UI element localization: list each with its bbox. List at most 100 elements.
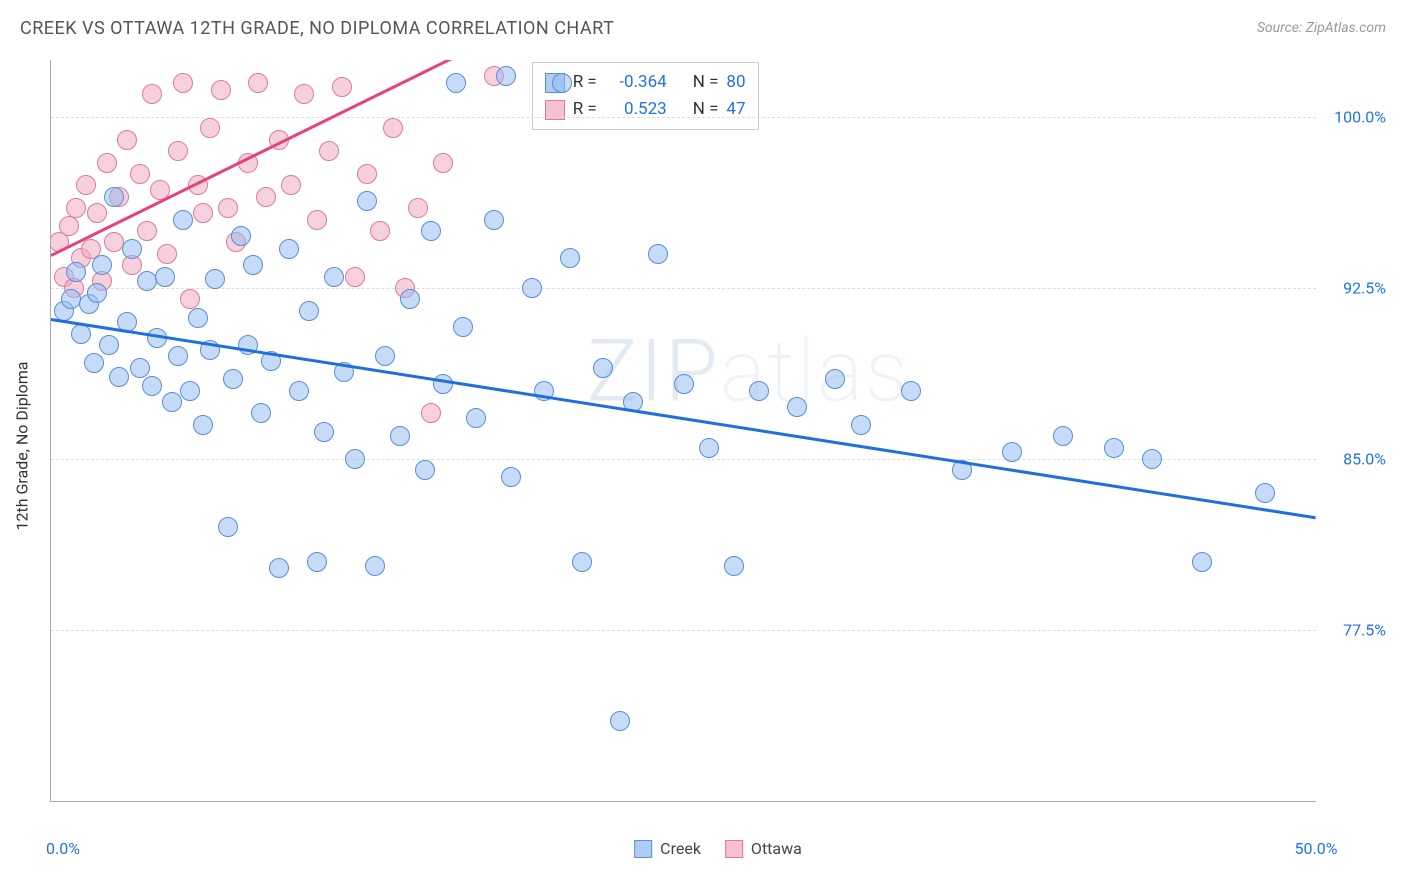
x-tick xyxy=(304,801,305,802)
creek-point xyxy=(674,374,694,394)
ottawa-point xyxy=(319,141,339,161)
ottawa-point xyxy=(157,244,177,264)
creek-point xyxy=(1002,442,1022,462)
creek-point xyxy=(314,422,334,442)
x-tick xyxy=(431,801,432,802)
creek-point xyxy=(724,556,744,576)
plot-wrapper: 12th Grade, No Diploma ZIPatlas R =-0.36… xyxy=(50,60,1386,832)
creek-point xyxy=(269,558,289,578)
creek-point xyxy=(193,415,213,435)
creek-point xyxy=(173,210,193,230)
ottawa-point xyxy=(383,118,403,138)
ottawa-point xyxy=(168,141,188,161)
ottawa-point xyxy=(137,221,157,241)
ottawa-point xyxy=(173,73,193,93)
y-tick-label: 100.0% xyxy=(1334,108,1386,127)
x-tick xyxy=(684,801,685,802)
ottawa-point xyxy=(345,267,365,287)
creek-point xyxy=(307,552,327,572)
creek-point xyxy=(851,415,871,435)
x-tick xyxy=(557,801,558,802)
creek-point xyxy=(421,221,441,241)
x-tick xyxy=(1063,801,1064,802)
r-label: R = xyxy=(573,69,597,96)
r-label: R = xyxy=(573,96,597,123)
creek-point xyxy=(180,381,200,401)
x-tick xyxy=(810,801,811,802)
creek-point xyxy=(1053,426,1073,446)
creek-point xyxy=(400,289,420,309)
r-value: 0.523 xyxy=(605,96,667,123)
ottawa-point xyxy=(408,198,428,218)
legend-item: Ottawa xyxy=(725,839,802,858)
y-tick-label: 77.5% xyxy=(1343,621,1386,640)
ottawa-point xyxy=(357,164,377,184)
x-tick xyxy=(1190,801,1191,802)
ottawa-point xyxy=(97,153,117,173)
legend-label: Creek xyxy=(660,839,701,858)
creek-point xyxy=(104,187,124,207)
creek-point xyxy=(375,346,395,366)
creek-point xyxy=(87,283,107,303)
creek-point xyxy=(749,381,769,401)
creek-point xyxy=(279,239,299,259)
creek-point xyxy=(415,460,435,480)
creek-point xyxy=(66,262,86,282)
ottawa-point xyxy=(307,210,327,230)
bottom-legend: Creek Ottawa xyxy=(634,839,802,858)
gridline xyxy=(51,117,1316,118)
creek-point xyxy=(142,376,162,396)
creek-point xyxy=(243,255,263,275)
creek-point xyxy=(99,335,119,355)
creek-point xyxy=(92,255,112,275)
creek-point xyxy=(299,301,319,321)
chart-title: CREEK VS OTTAWA 12TH GRADE, NO DIPLOMA C… xyxy=(20,18,614,39)
ottawa-point xyxy=(332,77,352,97)
ottawa-point xyxy=(117,130,137,150)
creek-point xyxy=(787,397,807,417)
ottawa-point xyxy=(180,289,200,309)
creek-point xyxy=(345,449,365,469)
creek-point xyxy=(610,711,630,731)
n-label: N = xyxy=(693,69,719,96)
x-tick xyxy=(178,801,179,802)
creek-point xyxy=(501,467,521,487)
x-tick xyxy=(937,801,938,802)
creek-point xyxy=(453,317,473,337)
plot-area: ZIPatlas R =-0.364N =80R =0.523N =47 xyxy=(50,60,1316,802)
gridline xyxy=(51,288,1316,289)
creek-point xyxy=(205,269,225,289)
creek-point xyxy=(825,369,845,389)
creek-point xyxy=(218,517,238,537)
ottawa-point xyxy=(76,175,96,195)
stats-row: R =-0.364N =80 xyxy=(545,69,746,96)
creek-point xyxy=(1104,438,1124,458)
watermark-thin: atlas xyxy=(720,321,910,422)
x-axis-min-label: 0.0% xyxy=(46,839,80,858)
ottawa-point xyxy=(66,198,86,218)
ottawa-point xyxy=(421,403,441,423)
creek-trendline xyxy=(51,318,1316,519)
creek-point xyxy=(648,244,668,264)
creek-point xyxy=(251,403,271,423)
creek-point xyxy=(446,73,466,93)
ottawa-point xyxy=(294,84,314,104)
creek-point xyxy=(324,267,344,287)
creek-point xyxy=(522,278,542,298)
ottawa-point xyxy=(370,221,390,241)
creek-point xyxy=(155,267,175,287)
creek-point xyxy=(572,552,592,572)
ottawa-point xyxy=(130,164,150,184)
creek-point xyxy=(231,226,251,246)
x-tick xyxy=(51,801,52,802)
y-axis-title: 12th Grade, No Diploma xyxy=(13,362,32,531)
n-value: 47 xyxy=(726,96,745,123)
n-value: 80 xyxy=(726,69,745,96)
creek-point xyxy=(289,381,309,401)
creek-point xyxy=(390,426,410,446)
n-label: N = xyxy=(693,96,719,123)
ottawa-point xyxy=(248,73,268,93)
ottawa-point xyxy=(433,153,453,173)
creek-point xyxy=(560,248,580,268)
creek-point xyxy=(699,438,719,458)
